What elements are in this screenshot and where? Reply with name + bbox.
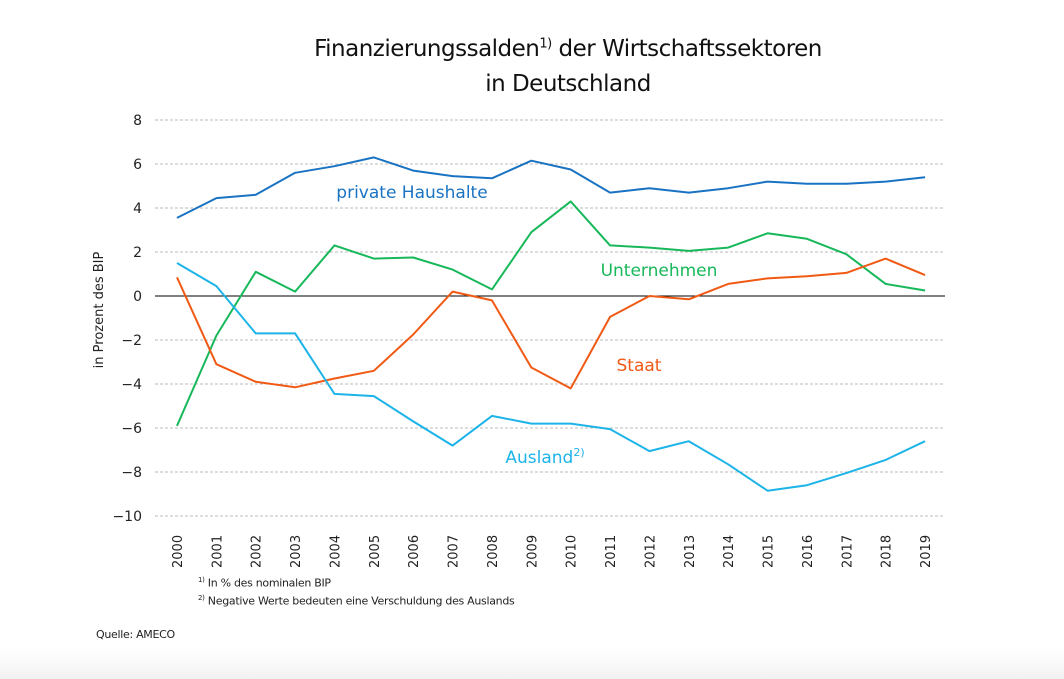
x-tick-label: 2000 — [171, 535, 186, 568]
footnote-1: 1) In % des nominalen BIP — [198, 576, 331, 590]
y-tick-label: 6 — [133, 157, 142, 173]
y-tick-label: 2 — [133, 245, 142, 261]
x-tick-label: 2005 — [368, 535, 383, 568]
x-tick-label: 2017 — [840, 535, 855, 568]
y-tick-label: −10 — [112, 509, 142, 525]
series-line-unternehmen — [176, 200, 926, 427]
series-label: Ausland2) — [505, 446, 584, 468]
x-tick-label: 2006 — [407, 535, 422, 568]
x-tick-label: 2019 — [919, 535, 934, 568]
x-tick-label: 2008 — [486, 535, 501, 568]
series-label: private Haushalte — [336, 183, 487, 203]
y-tick-label: −2 — [121, 333, 142, 349]
series-line-ausland — [176, 262, 926, 492]
x-tick-label: 2012 — [643, 535, 658, 568]
x-tick-label: 2003 — [289, 535, 304, 568]
x-tick-label: 2007 — [447, 535, 462, 568]
chart-title-line2: in Deutschland — [485, 71, 651, 97]
x-tick-label: 2018 — [880, 535, 895, 568]
x-tick-label: 2002 — [250, 535, 265, 568]
series-line-private-haushalte — [176, 156, 926, 219]
y-tick-label: −4 — [121, 377, 142, 393]
y-tick-label: 8 — [133, 113, 142, 129]
x-tick-label: 2009 — [525, 535, 540, 568]
series-label: Unternehmen — [601, 261, 718, 281]
footnote-2: 2) Negative Werte bedeuten eine Verschul… — [198, 594, 515, 608]
y-tick-label: 4 — [133, 201, 142, 217]
x-tick-label: 2001 — [210, 535, 225, 568]
y-tick-label: 0 — [133, 289, 142, 305]
x-tick-label: 2010 — [565, 535, 580, 568]
x-tick-label: 2015 — [762, 535, 777, 568]
x-tick-label: 2016 — [801, 535, 816, 568]
background-fade — [0, 649, 1064, 679]
source-note: Quelle: AMECO — [96, 628, 175, 641]
x-tick-label: 2011 — [604, 535, 619, 568]
x-tick-label: 2013 — [683, 535, 698, 568]
series-line-staat — [176, 257, 926, 390]
x-tick-label: 2004 — [328, 535, 343, 568]
x-tick-label: 2014 — [722, 535, 737, 568]
series-label: Staat — [617, 356, 662, 376]
y-tick-label: −8 — [121, 465, 142, 481]
chart-title-line1: Finanzierungssalden1) der Wirtschaftssek… — [314, 36, 822, 62]
y-axis-label: in Prozent des BIP — [92, 252, 107, 369]
y-tick-label: −6 — [121, 421, 142, 437]
